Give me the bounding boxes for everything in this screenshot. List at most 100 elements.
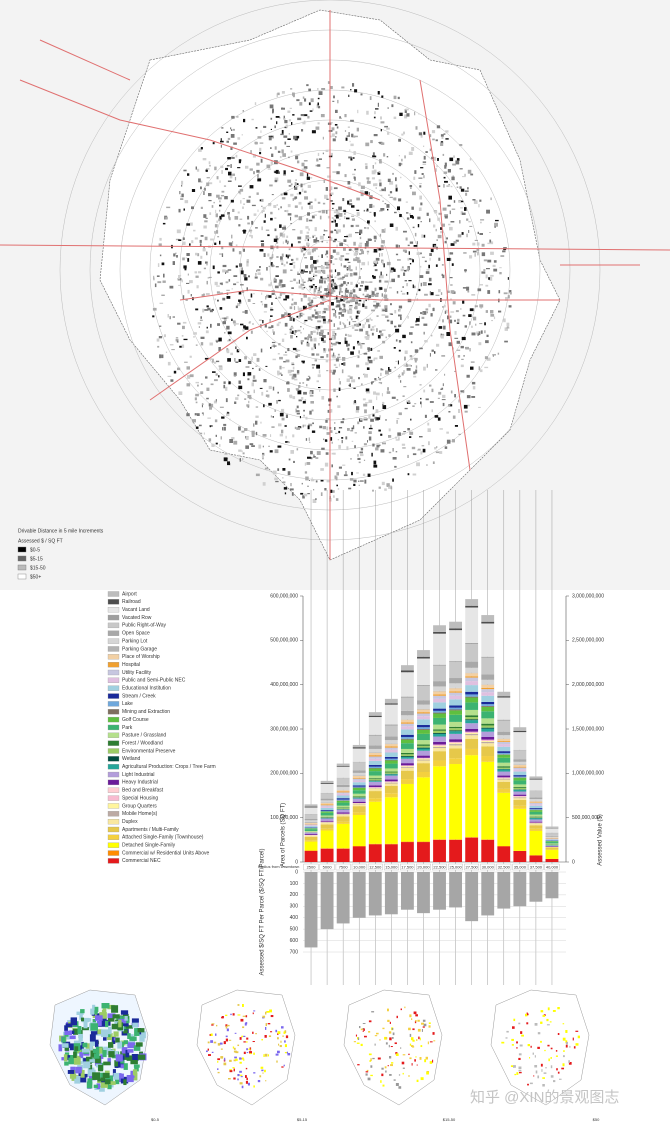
small-map-parcel	[277, 1037, 279, 1040]
parcel	[423, 155, 426, 160]
bar-segment	[336, 798, 350, 800]
parcel	[226, 412, 230, 417]
parcel	[377, 102, 379, 107]
bar-segment	[320, 783, 334, 784]
parcel	[356, 127, 359, 132]
parcel	[325, 293, 329, 297]
small-map-parcel	[67, 1070, 75, 1074]
parcel	[360, 453, 364, 457]
parcel	[492, 355, 494, 357]
small-map-parcel	[411, 1018, 413, 1020]
parcel	[251, 220, 254, 225]
small-map-parcel	[94, 1053, 100, 1059]
parcel	[346, 446, 349, 451]
parcel	[434, 351, 436, 354]
parcel	[379, 444, 381, 446]
parcel	[275, 297, 277, 299]
parcel	[370, 140, 373, 144]
small-map-parcel	[367, 1077, 371, 1081]
legend-swatch	[107, 614, 120, 621]
bar-segment	[497, 781, 511, 789]
small-map-parcel	[429, 1061, 433, 1064]
parcel	[253, 423, 255, 427]
parcel	[261, 198, 264, 202]
bar-segment	[529, 811, 543, 815]
small-map-parcel	[529, 1057, 531, 1059]
bar-segment	[417, 758, 430, 760]
parcel	[378, 382, 383, 384]
parcel	[329, 409, 333, 413]
parcel	[425, 151, 428, 153]
bar-segment	[497, 720, 511, 732]
parcel	[315, 237, 318, 241]
parcel	[372, 381, 374, 383]
parcel	[296, 349, 301, 352]
bar-segment	[417, 712, 430, 714]
small-map-parcel	[228, 1039, 232, 1041]
parcel	[215, 434, 217, 437]
parcel	[322, 426, 326, 430]
parcel	[345, 333, 347, 336]
small-map-parcel	[362, 1028, 364, 1030]
parcel	[400, 162, 403, 166]
parcel	[251, 204, 256, 207]
parcel	[308, 302, 313, 307]
small-map-parcel	[237, 1004, 240, 1006]
parcel	[235, 361, 239, 363]
parcel	[306, 242, 309, 245]
parcel	[256, 169, 260, 173]
parcel	[404, 270, 407, 272]
parcel	[298, 191, 302, 195]
parcel	[474, 239, 478, 241]
bar	[497, 872, 511, 909]
parcel	[250, 293, 253, 298]
parcel	[480, 221, 482, 224]
parcel	[373, 265, 376, 267]
parcel	[465, 346, 469, 350]
parcel	[230, 199, 234, 203]
small-map-parcel	[516, 1041, 518, 1044]
parcel	[313, 489, 315, 491]
small-map-parcel	[230, 1013, 232, 1016]
bar-segment	[433, 686, 446, 691]
small-map-parcel	[233, 1059, 237, 1062]
parcel	[295, 154, 300, 156]
x-tick-label: 2500	[307, 864, 317, 869]
parcel	[204, 236, 208, 241]
bar-segment	[513, 750, 527, 760]
parcel	[490, 274, 494, 277]
parcel	[255, 431, 258, 436]
parcel	[338, 291, 343, 293]
x-tick-label: 37,500	[530, 864, 543, 869]
parcel	[334, 219, 336, 223]
parcel	[266, 330, 268, 333]
parcel	[296, 193, 299, 195]
parcel	[273, 331, 275, 335]
parcel	[186, 223, 190, 226]
parcel	[414, 170, 417, 174]
parcel	[313, 337, 317, 342]
bar-segment	[513, 791, 527, 795]
parcel	[331, 302, 334, 306]
parcel	[285, 359, 290, 363]
parcel	[446, 237, 448, 240]
small-map-parcel	[234, 1056, 237, 1059]
small-map-parcel	[387, 1019, 390, 1022]
parcel	[353, 387, 356, 389]
parcel	[398, 138, 401, 142]
parcel	[338, 312, 342, 315]
parcel	[489, 239, 492, 243]
bar-segment	[384, 747, 398, 750]
parcel	[357, 342, 361, 346]
parcel	[289, 328, 292, 331]
parcel	[351, 471, 353, 476]
road	[39, 39, 131, 81]
small-map-parcel	[540, 1021, 543, 1024]
parcel	[410, 326, 414, 328]
bar-segment	[465, 720, 479, 724]
bar-segment	[481, 679, 495, 685]
parcel	[333, 187, 338, 190]
parcel	[421, 173, 424, 175]
parcel	[359, 229, 363, 234]
legend-swatch	[107, 826, 120, 833]
